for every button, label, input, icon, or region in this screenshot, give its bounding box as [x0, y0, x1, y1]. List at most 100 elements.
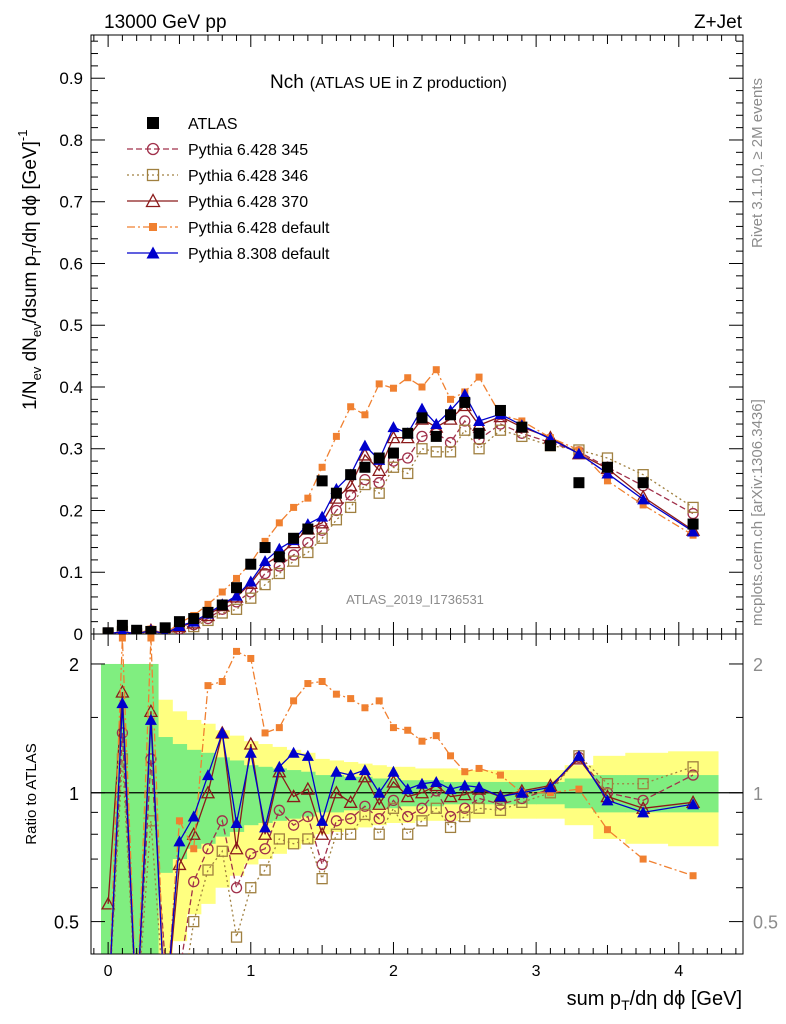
- ratio-point: [259, 864, 271, 876]
- ratio-series-1: [103, 727, 699, 1022]
- legend-label: Pythia 6.428 345: [188, 142, 308, 159]
- ratio-point: [273, 804, 285, 816]
- series-point: [302, 546, 314, 559]
- legend-entry: Pythia 6.428 345: [127, 142, 308, 159]
- ratio-point: [414, 785, 430, 799]
- series-point: [230, 603, 243, 615]
- series-point: [343, 478, 358, 492]
- ratio-point: [345, 813, 357, 825]
- series-point: [245, 586, 257, 598]
- series-point: [259, 567, 271, 580]
- series-point: [315, 515, 330, 529]
- ratio-point: [637, 794, 649, 807]
- atlas-point: [231, 582, 243, 594]
- ratio-point: [259, 843, 271, 855]
- ratio-point: [261, 729, 269, 737]
- ratio-point: [230, 931, 243, 943]
- ratio-point: [400, 789, 415, 803]
- series-point: [275, 519, 283, 527]
- atlas-point: [131, 624, 143, 634]
- series-point: [290, 503, 298, 511]
- ratio-point: [432, 732, 440, 740]
- header-left: 13000 GeV pp: [104, 12, 227, 33]
- ratio-point: [273, 760, 286, 772]
- ratio-point: [461, 768, 469, 776]
- ratio-point: [494, 804, 507, 816]
- series-point: [415, 402, 428, 414]
- ratio-point: [132, 1012, 142, 1022]
- atlas-point: [345, 469, 357, 481]
- series-point: [475, 373, 483, 381]
- ratio-series-5: [110, 697, 700, 1022]
- x-tick-label: 2: [389, 963, 398, 980]
- ratio-point: [603, 826, 611, 834]
- ratio-point: [216, 845, 228, 857]
- series-point: [361, 411, 369, 419]
- series-point: [287, 555, 300, 567]
- rivet-label: Rivet 3.1.10, ≥ 2M events: [749, 78, 766, 248]
- ratio-series: [101, 634, 701, 1022]
- series-point: [359, 478, 371, 491]
- atlas-point: [416, 412, 428, 424]
- ratio-point: [115, 684, 130, 698]
- atlas-point: [188, 613, 200, 625]
- series-point: [218, 588, 226, 596]
- atlas-point: [445, 409, 457, 421]
- ratio-point: [687, 761, 699, 773]
- ratio-point: [302, 810, 314, 823]
- series-point: [204, 600, 212, 608]
- ratio-point: [402, 828, 414, 840]
- series-point: [430, 418, 443, 430]
- series-point: [261, 537, 269, 545]
- ratio-point: [287, 746, 300, 758]
- ratio-point: [316, 872, 328, 885]
- ratio-point: [475, 764, 483, 772]
- series-point: [416, 430, 428, 443]
- series-point: [572, 447, 585, 459]
- ratio-point: [443, 789, 458, 803]
- ratio-point: [387, 802, 400, 814]
- ratio-point: [233, 647, 241, 655]
- ratio-point: [318, 677, 326, 685]
- legend-marker: [146, 142, 160, 156]
- series-line: [108, 429, 694, 634]
- ratio-series-4: [109, 634, 697, 954]
- series-point: [330, 504, 343, 517]
- ratio-point: [373, 828, 385, 840]
- ratio-point: [186, 826, 201, 840]
- atlas-point: [102, 627, 114, 634]
- legend-entry: Pythia 6.428 370: [127, 193, 308, 211]
- ratio-tick-label-right: 0.5: [753, 913, 778, 933]
- ratio-point: [572, 749, 585, 761]
- series-point: [430, 446, 442, 458]
- ratio-point: [401, 783, 414, 795]
- ratio-point: [637, 806, 650, 818]
- ratio-point: [159, 1011, 171, 1022]
- ratio-point: [601, 778, 614, 790]
- ratio-point: [457, 787, 472, 801]
- series-point: [639, 501, 647, 509]
- ratio-point: [430, 775, 443, 787]
- ratio-panel-frame: [90, 633, 744, 955]
- series-line: [108, 368, 694, 634]
- legend-marker: [149, 223, 157, 231]
- y-tick-label: 0.7: [59, 193, 83, 212]
- ratio-point: [101, 896, 116, 910]
- ratio-point: [343, 794, 358, 808]
- ratio-point: [103, 1012, 113, 1022]
- ratio-band-inner: [229, 760, 245, 832]
- y-tick-label: 0.2: [59, 501, 83, 520]
- ratio-point: [373, 813, 385, 825]
- atlas-point: [173, 616, 185, 628]
- x-tick-label: 3: [532, 963, 541, 980]
- ratio-point: [315, 826, 330, 840]
- atlas-point: [430, 430, 442, 442]
- ratio-point: [459, 810, 471, 823]
- ratio-point: [131, 1011, 143, 1022]
- ratio-point: [287, 819, 300, 831]
- ratio-point: [190, 845, 198, 853]
- series-point: [494, 424, 507, 436]
- ratio-point: [131, 1011, 143, 1022]
- ratio-point: [687, 769, 699, 781]
- y-axis-label: 1/Nev dNev/dsum pT/dη dϕ [GeV]-1: [15, 130, 44, 411]
